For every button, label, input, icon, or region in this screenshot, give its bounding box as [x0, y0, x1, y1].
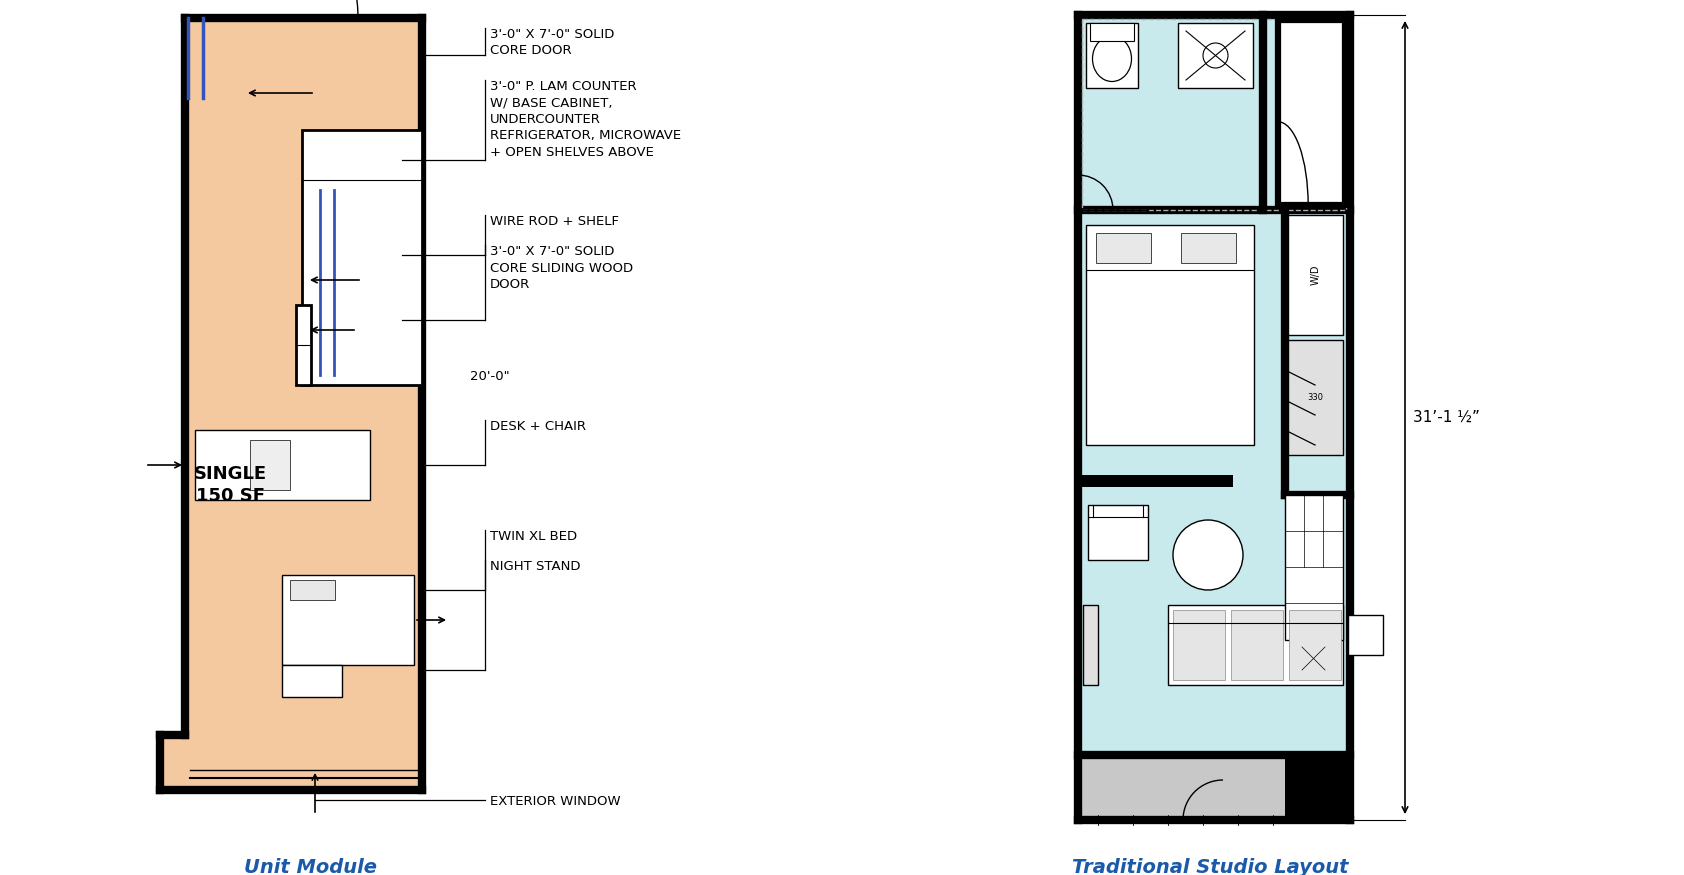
- Bar: [1169, 605, 1344, 685]
- Bar: [1231, 610, 1283, 680]
- Bar: [281, 575, 414, 665]
- Bar: [1288, 215, 1344, 335]
- Polygon shape: [1078, 15, 1351, 820]
- Bar: [1300, 645, 1329, 673]
- Bar: [281, 665, 342, 697]
- Bar: [1090, 23, 1133, 41]
- Bar: [1078, 475, 1233, 487]
- Circle shape: [1174, 520, 1243, 590]
- Bar: [301, 130, 423, 385]
- Text: NIGHT STAND: NIGHT STAND: [490, 560, 581, 573]
- Bar: [1347, 615, 1383, 655]
- Text: Traditional Studio Layout: Traditional Studio Layout: [1071, 858, 1349, 875]
- Bar: [195, 430, 370, 500]
- Bar: [296, 305, 312, 385]
- Text: Unit Module: Unit Module: [244, 858, 377, 875]
- Bar: [1179, 23, 1253, 88]
- Bar: [1285, 495, 1344, 640]
- Bar: [290, 580, 335, 600]
- Bar: [1278, 20, 1346, 205]
- Bar: [1088, 505, 1148, 560]
- Text: DESK + CHAIR: DESK + CHAIR: [490, 420, 586, 433]
- Text: WIRE ROD + SHELF: WIRE ROD + SHELF: [490, 215, 620, 228]
- Polygon shape: [185, 18, 423, 790]
- Text: 330: 330: [1307, 393, 1324, 402]
- Text: 3'-0" X 7'-0" SOLID
CORE SLIDING WOOD
DOOR: 3'-0" X 7'-0" SOLID CORE SLIDING WOOD DO…: [490, 245, 633, 291]
- Bar: [1086, 225, 1255, 445]
- Bar: [1086, 23, 1138, 88]
- Text: W/D: W/D: [1310, 265, 1320, 285]
- Bar: [1288, 610, 1340, 680]
- Bar: [1096, 233, 1150, 263]
- Polygon shape: [160, 735, 185, 790]
- Text: 3'-0" P. LAM COUNTER
W/ BASE CABINET,
UNDERCOUNTER
REFRIGERATOR, MICROWAVE
+ OPE: 3'-0" P. LAM COUNTER W/ BASE CABINET, UN…: [490, 80, 680, 159]
- Bar: [1174, 610, 1224, 680]
- Text: 31’-1 ½”: 31’-1 ½”: [1413, 410, 1480, 425]
- Text: 20'-0": 20'-0": [470, 370, 510, 383]
- Text: EXTERIOR WINDOW: EXTERIOR WINDOW: [490, 795, 621, 808]
- Bar: [1083, 19, 1346, 210]
- Bar: [1288, 340, 1344, 455]
- Bar: [1285, 755, 1351, 820]
- Polygon shape: [1078, 755, 1351, 820]
- Bar: [249, 440, 290, 490]
- Bar: [1083, 605, 1098, 685]
- Text: TWIN XL BED: TWIN XL BED: [490, 530, 578, 543]
- Bar: [1180, 233, 1236, 263]
- Text: 3'-0" X 7'-0" SOLID
CORE DOOR: 3'-0" X 7'-0" SOLID CORE DOOR: [490, 28, 615, 58]
- Text: SINGLE
150 SF: SINGLE 150 SF: [194, 465, 266, 505]
